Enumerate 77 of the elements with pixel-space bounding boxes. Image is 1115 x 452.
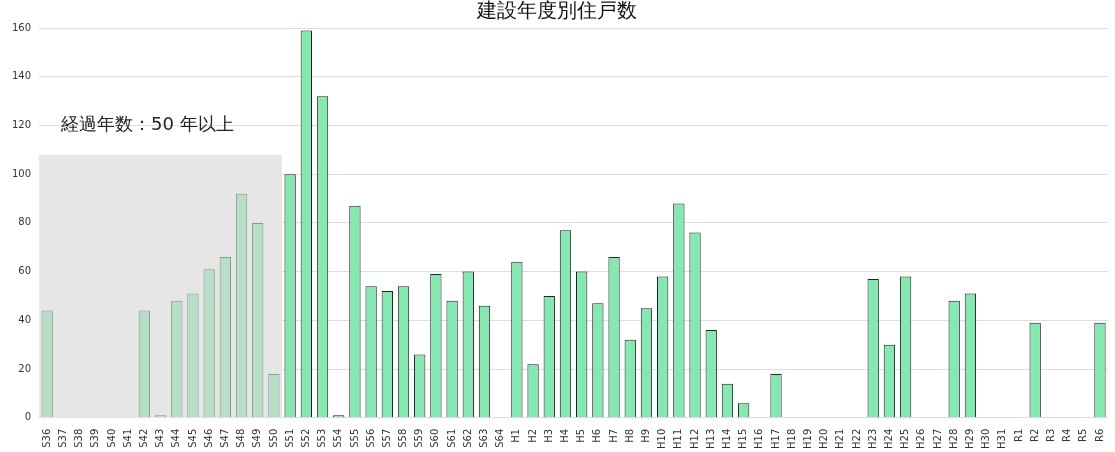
y-tick-label: 20 (18, 362, 32, 374)
y-tick-label: 140 (11, 70, 32, 82)
x-tick-label: H1 (510, 428, 522, 443)
x-tick-label: H26 (915, 428, 927, 450)
x-tick-label: S64 (494, 428, 506, 448)
y-tick-label: 40 (18, 313, 32, 325)
x-tick-label: S47 (218, 428, 230, 448)
x-tick-label: S54 (332, 428, 344, 448)
x-tick-label: H25 (899, 428, 911, 450)
x-tick-label: S37 (56, 428, 68, 448)
x-tick-label: S57 (380, 428, 392, 448)
x-tick-label: H7 (607, 428, 619, 443)
x-tick-label: S58 (397, 428, 409, 448)
x-tick-label: S60 (429, 428, 441, 448)
x-tick-label: R1 (1012, 428, 1024, 443)
x-tick-label: H16 (753, 428, 765, 450)
x-tick-label: H21 (834, 428, 846, 450)
x-tick-label: H14 (721, 428, 733, 450)
x-tick-label: H13 (704, 428, 716, 450)
x-tick-label: R4 (1061, 428, 1073, 443)
x-tick-label: H15 (737, 428, 749, 450)
x-tick-label: R3 (1044, 428, 1056, 443)
y-tick-label: 120 (11, 119, 32, 131)
x-tick-label: S42 (137, 428, 149, 448)
x-tick-label: S46 (202, 428, 214, 448)
x-tick-label: H3 (542, 428, 554, 443)
x-tick-label: H31 (996, 428, 1008, 450)
x-tick-label: S62 (461, 428, 473, 448)
x-tick-label: S51 (283, 428, 295, 448)
x-tick-label: S53 (316, 428, 328, 448)
x-tick-label: S59 (413, 428, 425, 448)
x-tick-label: S48 (235, 428, 247, 448)
x-tick-label: S36 (40, 428, 52, 448)
x-tick-label: H18 (785, 428, 797, 450)
y-tick-label: 0 (24, 411, 32, 423)
x-tick-label: H27 (931, 428, 943, 450)
x-tick-label: H10 (656, 428, 668, 450)
x-tick-label: H24 (882, 428, 894, 450)
x-tick-label: S39 (89, 428, 101, 448)
x-tick-label: S40 (105, 428, 117, 448)
x-tick-label: H20 (818, 428, 830, 450)
x-tick-label: S38 (73, 428, 85, 448)
x-tick-label: R2 (1028, 428, 1040, 443)
x-tick-label: H2 (526, 428, 538, 443)
x-tick-label: H29 (963, 428, 975, 450)
x-tick-label: S61 (445, 428, 457, 448)
x-tick-label: H17 (769, 428, 781, 450)
x-tick-label: S44 (170, 428, 182, 448)
x-tick-label: H9 (640, 428, 652, 443)
x-tick-label: S55 (348, 428, 360, 448)
x-tick-label: S63 (478, 428, 490, 448)
x-tick-label: R6 (1093, 428, 1105, 443)
chart-title: 建設年度別住戸数 (475, 0, 637, 23)
y-tick-label: 100 (11, 167, 32, 179)
x-tick-label: H22 (850, 428, 862, 450)
x-tick-label: S50 (267, 428, 279, 448)
x-tick-label: H12 (688, 428, 700, 450)
y-tick-label: 60 (18, 265, 32, 277)
x-tick-label: S52 (299, 428, 311, 448)
x-tick-label: R5 (1077, 428, 1089, 443)
x-tick-label: H23 (866, 428, 878, 450)
x-tick-label: S56 (364, 428, 376, 448)
x-tick-label: H6 (591, 428, 603, 443)
band-label: 経過年数：50 年以上 (60, 113, 234, 135)
x-tick-label: H30 (980, 428, 992, 450)
x-tick-label: S41 (121, 428, 133, 448)
x-tick-label: H4 (559, 428, 571, 443)
y-tick-label: 80 (18, 216, 32, 228)
x-tick-label: H11 (672, 428, 684, 450)
x-tick-label: S43 (154, 428, 166, 448)
y-tick-label: 160 (11, 21, 32, 33)
x-tick-label: H8 (623, 428, 635, 443)
x-tick-label: S49 (251, 428, 263, 448)
x-tick-label: H28 (947, 428, 959, 450)
x-tick-label: H5 (575, 428, 587, 443)
x-tick-label: S45 (186, 428, 198, 448)
x-tick-label: H19 (802, 428, 814, 450)
